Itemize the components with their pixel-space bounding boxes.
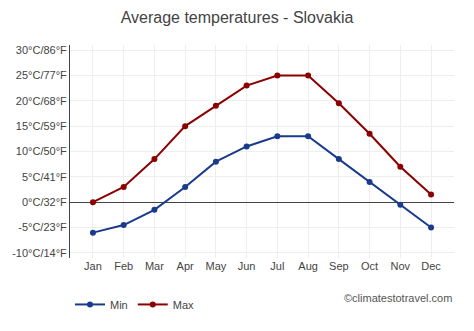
svg-text:0°C/32°F: 0°C/32°F: [22, 196, 67, 208]
svg-text:Sep: Sep: [329, 260, 349, 272]
svg-text:-10°C/14°F: -10°C/14°F: [12, 247, 67, 259]
svg-text:Jul: Jul: [270, 260, 284, 272]
svg-text:May: May: [206, 260, 227, 272]
svg-text:30°C/86°F: 30°C/86°F: [16, 44, 67, 56]
svg-text:25°C/77°F: 25°C/77°F: [16, 69, 67, 81]
svg-text:Feb: Feb: [114, 260, 133, 272]
svg-text:Apr: Apr: [177, 260, 194, 272]
svg-text:Min: Min: [110, 299, 128, 311]
svg-text:Jun: Jun: [238, 260, 256, 272]
svg-text:5°C/41°F: 5°C/41°F: [22, 171, 67, 183]
svg-text:-5°C/23°F: -5°C/23°F: [18, 221, 67, 233]
svg-text:Average temperatures - Slovaki: Average temperatures - Slovakia: [121, 9, 354, 26]
svg-text:Max: Max: [173, 299, 194, 311]
svg-text:Aug: Aug: [298, 260, 318, 272]
svg-text:10°C/50°F: 10°C/50°F: [16, 145, 67, 157]
svg-text:20°C/68°F: 20°C/68°F: [16, 95, 67, 107]
svg-text:Oct: Oct: [361, 260, 378, 272]
svg-text:Dec: Dec: [421, 260, 441, 272]
svg-text:©climatestotravel.com: ©climatestotravel.com: [344, 292, 452, 304]
svg-text:Mar: Mar: [145, 260, 164, 272]
svg-text:Nov: Nov: [391, 260, 411, 272]
svg-text:15°C/59°F: 15°C/59°F: [16, 120, 67, 132]
svg-text:Jan: Jan: [84, 260, 102, 272]
